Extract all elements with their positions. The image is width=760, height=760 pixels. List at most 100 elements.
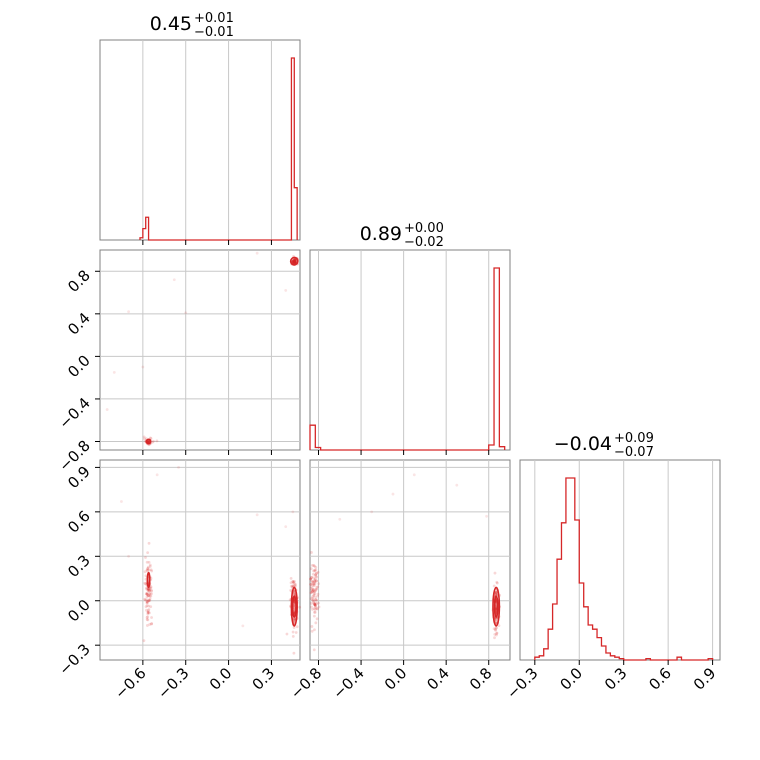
2d-param-2-vs-param-3-point-17 — [313, 603, 317, 607]
2d-param-1-vs-param-2-point-101 — [293, 261, 297, 265]
2d-param-2-vs-param-3-xticklabel-0: −0.8 — [287, 664, 325, 702]
2d-param-1-vs-param-3-outlier-7 — [241, 624, 245, 628]
2d-param-2-vs-param-3-point-74 — [313, 602, 316, 606]
2d-param-1-vs-param-2-point-116 — [293, 260, 297, 264]
2d-param-1-vs-param-2-point-136 — [292, 260, 296, 263]
2d-param-1-vs-param-3-point-94 — [145, 608, 148, 612]
2d-param-1-vs-param-2-point-56 — [292, 260, 296, 263]
2d-param-1-vs-param-2-point-135 — [292, 260, 296, 264]
1d-param-3-title-plus: +0.09 — [614, 431, 654, 446]
2d-param-2-vs-param-3-point-229 — [495, 631, 499, 635]
2d-param-1-vs-param-2-point-76 — [293, 260, 297, 263]
2d-param-1-vs-param-3-point-239 — [289, 584, 293, 588]
2d-param-1-vs-param-3-outlier-1 — [127, 554, 130, 558]
2d-param-2-vs-param-3-point-77 — [309, 567, 313, 571]
2d-param-2-vs-param-3-point-202 — [494, 592, 498, 596]
2d-param-2-vs-param-3-point-98 — [309, 597, 313, 601]
2d-param-1-vs-param-3-point-45 — [145, 587, 149, 591]
2d-param-2-vs-param-3-point-105 — [313, 603, 317, 606]
2d-param-2-vs-param-3-point-16 — [316, 585, 320, 589]
2d-param-2-vs-param-3-point-8 — [313, 573, 317, 577]
1d-param-3-title-minus: −0.07 — [614, 445, 654, 460]
2d-param-2-vs-param-3-point-139 — [494, 591, 498, 595]
2d-param-1-vs-param-3-point-93 — [148, 592, 152, 596]
2d-param-1-vs-param-3-point-79 — [150, 622, 154, 625]
2d-param-2-vs-param-3-point-11 — [309, 583, 312, 586]
2d-param-1-vs-param-2-outlier-4 — [172, 278, 176, 282]
2d-param-1-vs-param-2-point-112 — [292, 258, 296, 262]
2d-param-2-vs-param-3-point-56 — [313, 610, 316, 614]
2d-param-1-vs-param-2-outlier-6 — [255, 251, 259, 255]
2d-param-1-vs-param-2-point-90 — [293, 260, 297, 264]
2d-param-1-vs-param-3-point-46 — [146, 601, 149, 605]
2d-param-1-vs-param-2-point-119 — [293, 259, 297, 263]
2d-param-2-vs-param-3-point-168 — [494, 619, 498, 623]
2d-param-1-vs-param-3-point-89 — [149, 594, 153, 598]
2d-param-2-vs-param-3-point-82 — [315, 602, 319, 606]
2d-param-2-vs-param-3-point-66 — [314, 604, 317, 608]
2d-param-2-vs-param-3-point-35 — [311, 589, 314, 593]
2d-param-1-vs-param-3-point-116 — [291, 630, 295, 634]
2d-param-2-vs-param-3-point-113 — [495, 633, 498, 637]
2d-param-2-vs-param-3-point-129 — [493, 628, 497, 631]
2d-param-1-vs-param-2-point-25 — [146, 440, 150, 443]
2d-param-1-vs-param-2-point-108 — [294, 259, 298, 263]
2d-param-2-vs-param-3-point-175 — [494, 618, 498, 622]
2d-param-2-vs-param-3-point-58 — [313, 582, 317, 586]
2d-param-2-vs-param-3-point-43 — [317, 601, 320, 605]
2d-param-1-vs-param-3-point-27 — [149, 605, 153, 609]
2d-param-1-vs-param-3-point-220 — [293, 591, 296, 595]
2d-param-1-vs-param-3-point-19 — [147, 560, 151, 564]
2d-param-1-vs-param-2-point-64 — [292, 259, 296, 262]
1d-param-3-bin-6 — [561, 523, 565, 660]
2d-param-2-vs-param-3-point-247 — [495, 626, 498, 630]
2d-param-1-vs-param-2-point-114 — [293, 259, 297, 262]
2d-param-2-vs-param-3-point-64 — [311, 580, 315, 584]
2d-param-1-vs-param-2-outlier-0 — [105, 408, 109, 411]
2d-param-2-vs-param-3-point-65 — [312, 589, 316, 593]
2d-param-2-vs-param-3-point-20 — [311, 598, 314, 602]
2d-param-1-vs-param-3-point-102 — [145, 593, 149, 596]
2d-param-1-vs-param-3-contour-1 — [291, 595, 297, 618]
2d-param-2-vs-param-3-point-106 — [310, 582, 314, 586]
2d-param-2-vs-param-3-point-12 — [313, 603, 316, 607]
2d-param-1-vs-param-2-point-109 — [292, 261, 296, 265]
2d-param-1-vs-param-2-point-126 — [293, 258, 297, 262]
2d-param-1-vs-param-2-point-0 — [155, 439, 159, 443]
1d-param-2-bin-0 — [310, 425, 315, 450]
2d-param-1-vs-param-3-contour-2 — [146, 571, 151, 589]
1d-param-3-bin-11 — [584, 607, 588, 660]
2d-param-2-vs-param-3-point-84 — [310, 605, 313, 609]
2d-param-2-vs-param-3-point-52 — [309, 591, 313, 594]
2d-param-1-vs-param-3-point-18 — [149, 586, 153, 590]
2d-param-2-vs-param-3-point-152 — [494, 591, 498, 594]
2d-param-2-vs-param-3-xticklabel-1: −0.4 — [329, 664, 367, 702]
2d-param-2-vs-param-3-point-36 — [309, 577, 313, 581]
2d-param-1-vs-param-3-point-9 — [145, 600, 149, 604]
2d-param-1-vs-param-2-point-71 — [292, 260, 296, 263]
2d-param-1-vs-param-2-point-110 — [294, 260, 298, 264]
2d-param-2-vs-param-3-point-55 — [313, 569, 317, 573]
2d-param-1-vs-param-2-point-54 — [294, 258, 298, 262]
2d-param-1-vs-param-3-frame — [99, 459, 301, 661]
2d-param-1-vs-param-3-point-56 — [145, 560, 149, 564]
2d-param-2-vs-param-3-point-78 — [309, 587, 313, 590]
2d-param-1-vs-param-3-point-142 — [291, 635, 295, 638]
2d-param-1-vs-param-2-point-95 — [293, 260, 297, 264]
2d-param-1-vs-param-3-yticklabel-0: −0.3 — [55, 640, 93, 678]
2d-param-2-vs-param-3-point-233 — [492, 627, 496, 631]
2d-param-1-vs-param-2-point-57 — [291, 259, 295, 263]
1d-param-3-bin-8 — [570, 478, 574, 660]
2d-param-1-vs-param-3-point-77 — [147, 594, 150, 598]
2d-param-1-vs-param-2-point-107 — [293, 260, 297, 264]
2d-param-1-vs-param-2-point-81 — [292, 258, 296, 261]
2d-param-2-vs-param-3-point-92 — [309, 602, 313, 605]
2d-param-1-vs-param-3-point-30 — [143, 570, 147, 574]
2d-param-2-vs-param-3-point-69 — [314, 565, 318, 569]
2d-param-1-vs-param-3-xticklabel-2: 0.0 — [206, 664, 236, 694]
2d-param-1-vs-param-2-point-132 — [293, 259, 297, 263]
2d-param-1-vs-param-2-point-123 — [293, 260, 296, 264]
2d-param-2-vs-param-3-outlier-0 — [338, 517, 342, 521]
2d-param-2-vs-param-3-point-54 — [310, 576, 314, 579]
2d-param-2-vs-param-3-point-0 — [310, 589, 314, 593]
